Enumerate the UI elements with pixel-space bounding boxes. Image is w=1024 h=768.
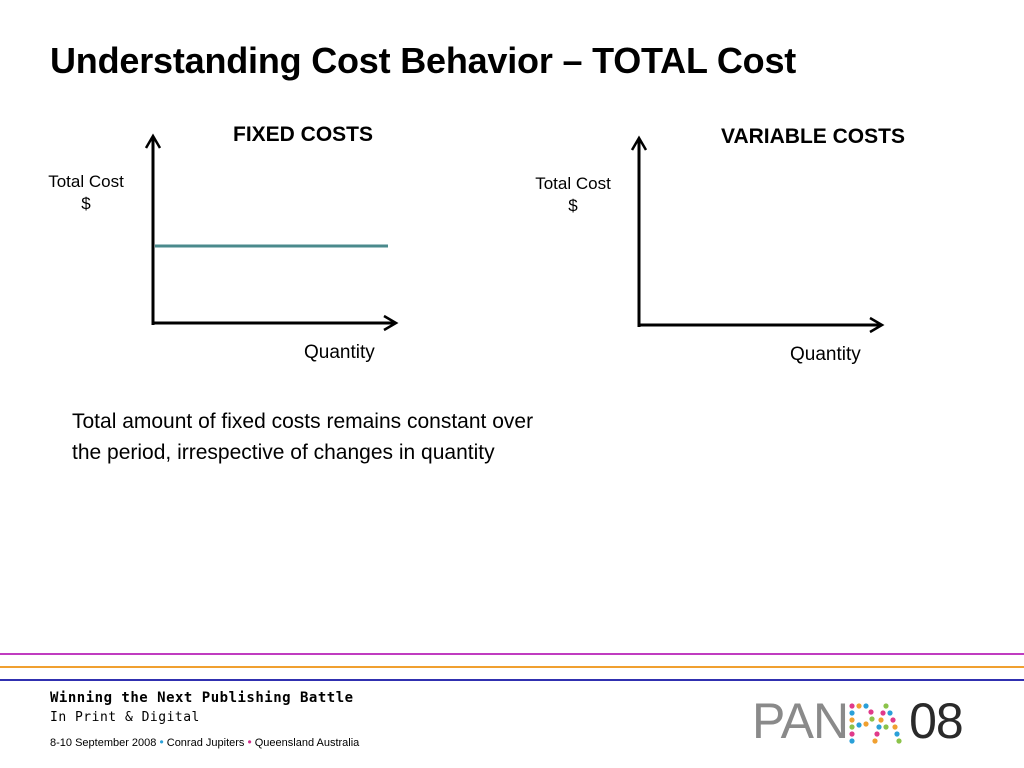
event-location: Queensland Australia [254, 737, 360, 749]
panpa-logo: PANPA [752, 693, 964, 749]
footer-subtagline: In Print & Digital [50, 710, 200, 725]
footer-divider-magenta [0, 653, 1024, 655]
variable-costs-title: VARIABLE COSTS [721, 125, 905, 148]
footer-tagline: Winning the Next Publishing Battle [50, 690, 354, 706]
variable-y-axis-label: Total Cost $ [525, 173, 621, 217]
fixed-costs-title: FIXED COSTS [233, 123, 374, 146]
separator-dot-icon: • [159, 735, 164, 749]
variable-y-axis-label-line1: Total Cost [535, 174, 611, 193]
fixed-y-axis-label-line1: Total Cost [48, 172, 124, 191]
fixed-y-axis-arrowhead [144, 133, 162, 149]
event-date: 8-10 September 2008 [50, 737, 157, 749]
fixed-x-axis-arrowhead [383, 314, 399, 332]
footer-divider-blue [0, 679, 1024, 681]
variable-costs-axes [630, 135, 885, 334]
variable-y-axis-arrowhead [630, 135, 648, 151]
fixed-y-axis-label-line2: $ [81, 194, 91, 213]
footer-divider-orange [0, 666, 1024, 668]
separator-dot-icon: • [247, 735, 252, 749]
fixed-costs-axes [144, 133, 399, 332]
variable-x-axis-label: Quantity [790, 344, 861, 365]
fixed-x-axis-label: Quantity [304, 342, 375, 363]
logo-year-text: 08 [909, 693, 964, 749]
variable-y-axis-label-line2: $ [568, 196, 578, 215]
logo-dots-icon [849, 703, 902, 744]
logo-pa-dotted: PA [848, 694, 909, 748]
variable-x-axis-arrowhead [869, 316, 885, 334]
footer-event-details: 8-10 September 2008 • Conrad Jupiters • … [50, 735, 359, 749]
fixed-y-axis-label: Total Cost $ [38, 171, 134, 215]
logo-pan-text: PAN [752, 693, 849, 749]
event-venue: Conrad Jupiters [166, 737, 245, 749]
slide-title: Understanding Cost Behavior – TOTAL Cost [50, 40, 797, 81]
fixed-costs-description: Total amount of fixed costs remains cons… [72, 410, 534, 464]
